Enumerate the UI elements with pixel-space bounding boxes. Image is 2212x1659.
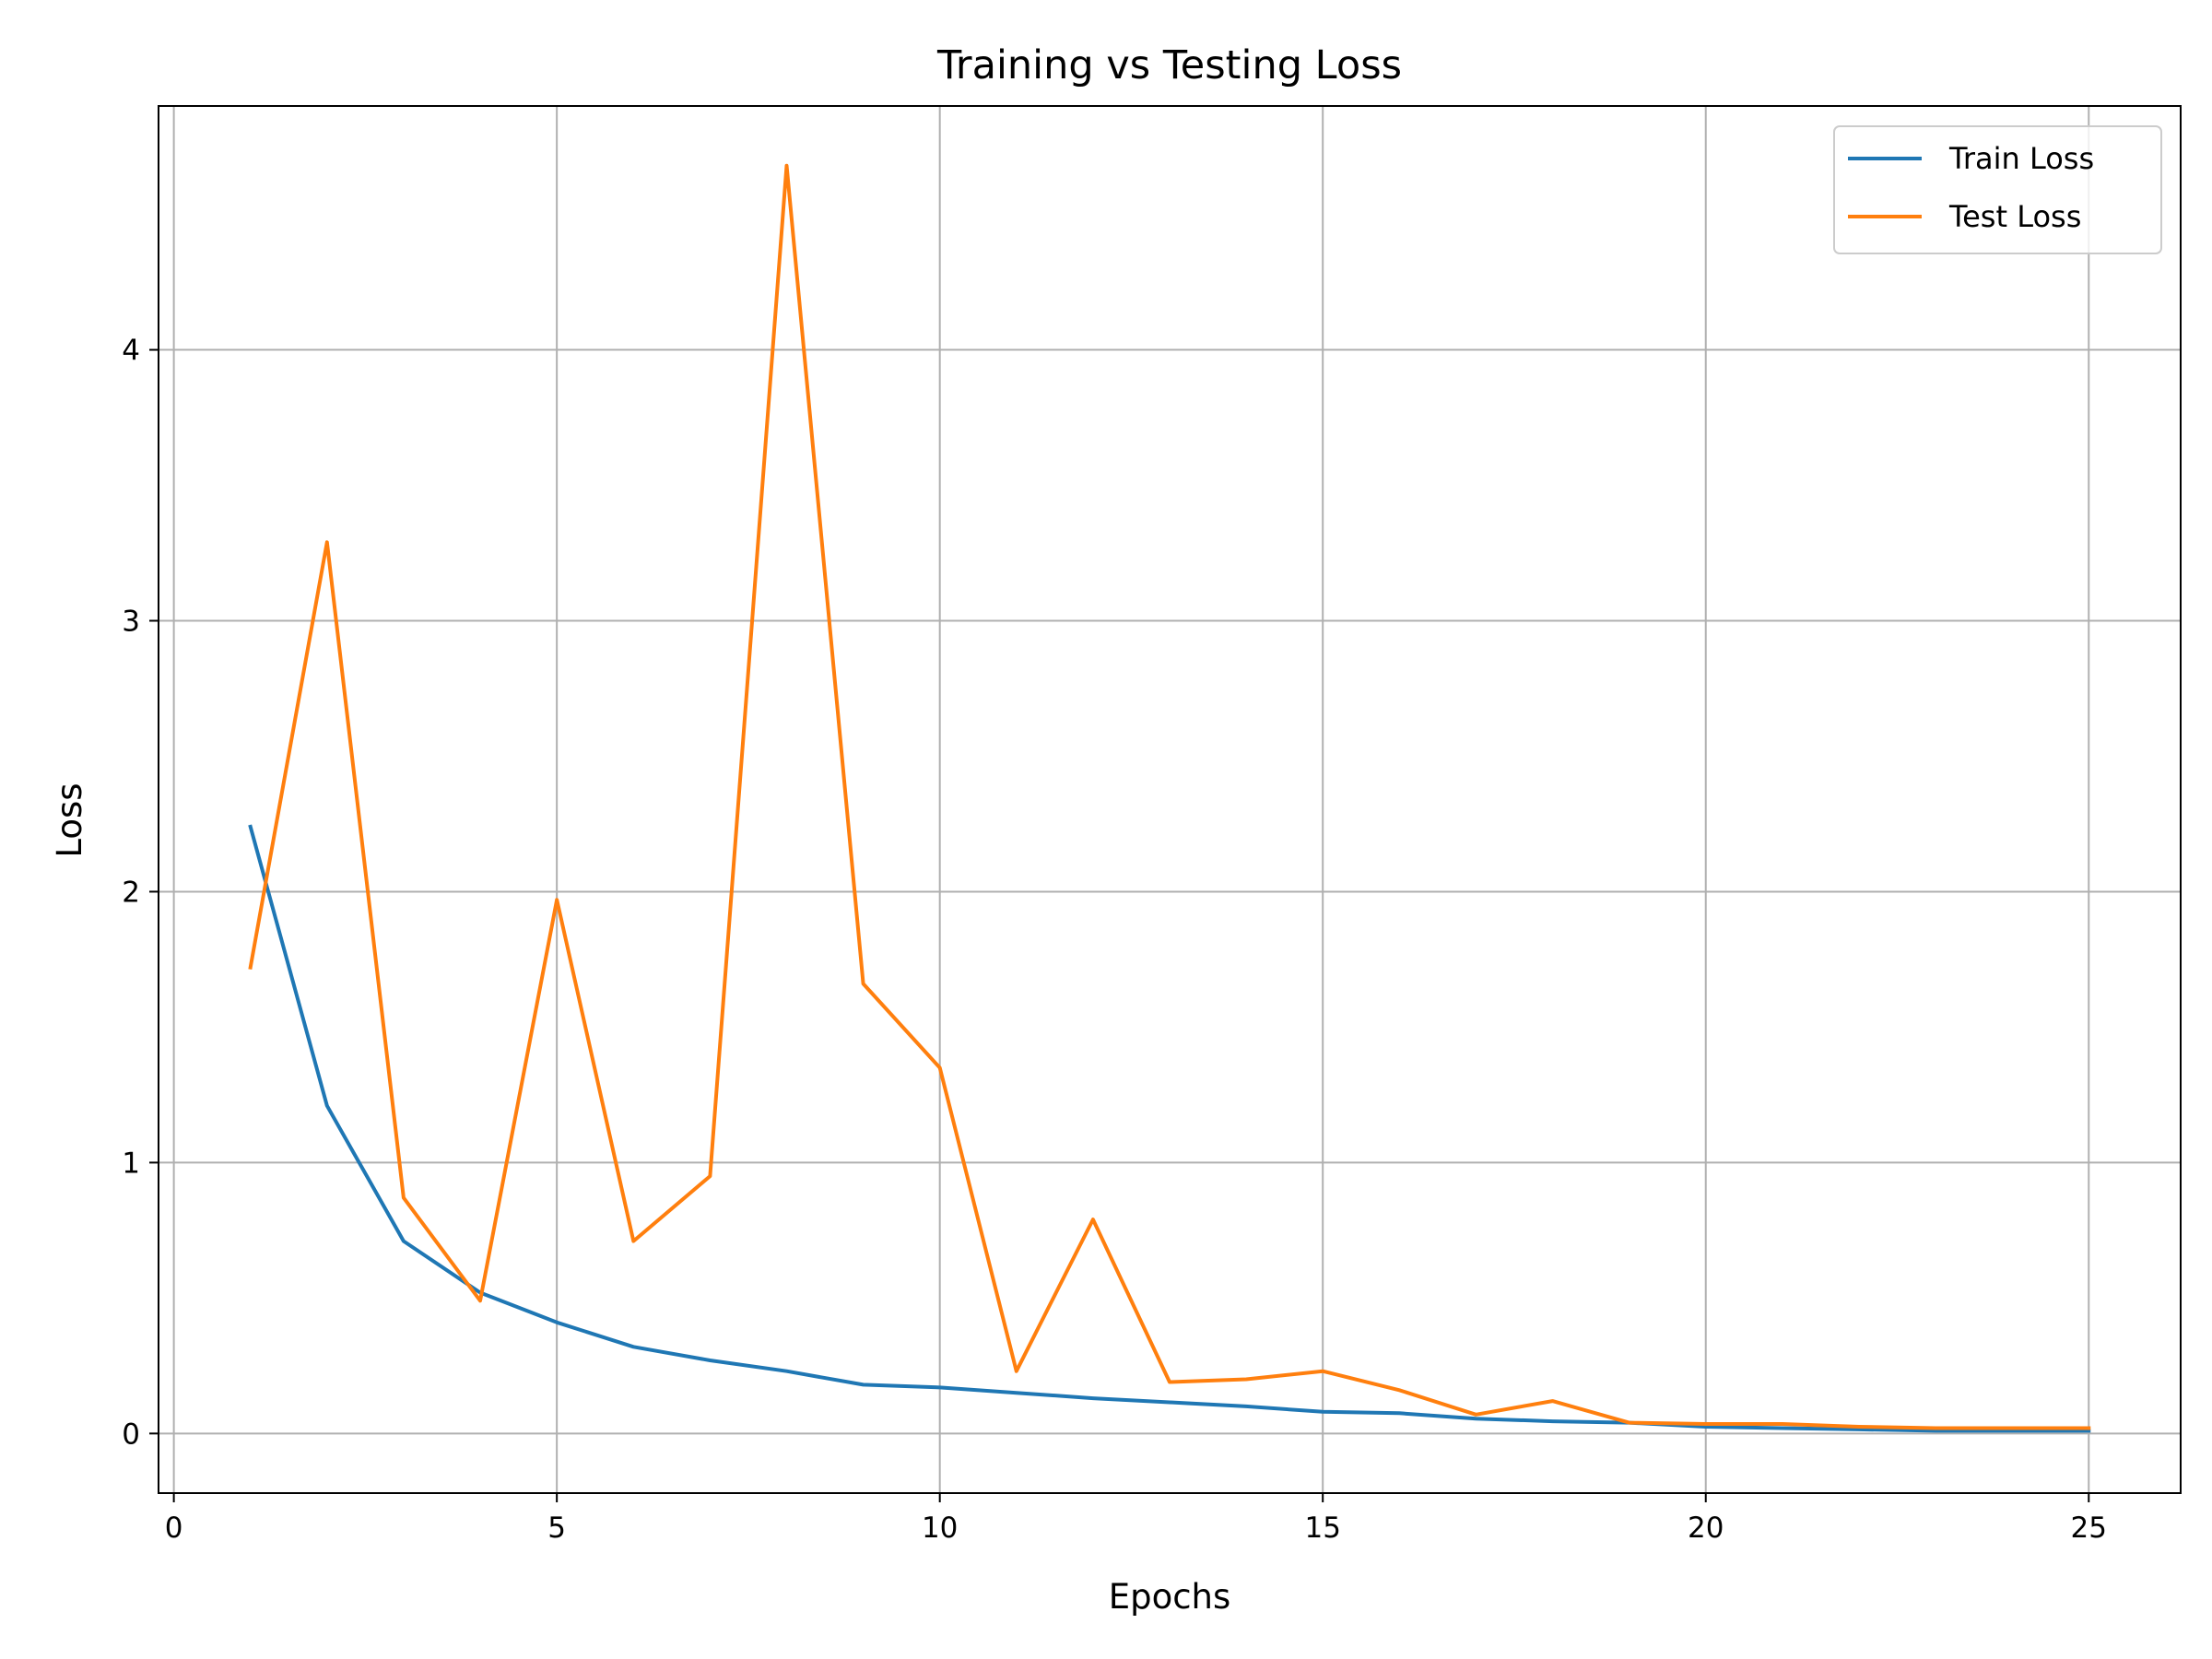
axis-ticks: 0 5 10 15 20 25 0 1 2 3 4 — [122, 335, 2107, 1545]
y-axis-label: Loss — [50, 782, 89, 857]
legend-label: Train Loss — [1948, 141, 2094, 176]
x-tick-label: 20 — [1688, 1512, 1724, 1545]
plot-frame — [158, 105, 2182, 1494]
y-tick-label: 2 — [122, 876, 140, 909]
x-tick-label: 15 — [1304, 1512, 1340, 1545]
x-tick-label: 5 — [547, 1512, 566, 1545]
series-lines — [248, 163, 2091, 1433]
y-tick-label: 0 — [122, 1418, 140, 1451]
series-line-train-loss — [248, 824, 2091, 1433]
x-tick-label: 10 — [922, 1512, 958, 1545]
legend: Train Loss Test Loss — [1833, 125, 2162, 254]
chart-title: Training vs Testing Loss — [936, 42, 1402, 88]
y-tick-label: 3 — [122, 605, 140, 638]
series-line-test-loss — [248, 163, 2091, 1430]
grid-lines — [159, 106, 2181, 1493]
x-tick-label: 0 — [165, 1512, 183, 1545]
legend-label: Test Loss — [1948, 199, 2081, 234]
x-tick-label: 25 — [2071, 1512, 2107, 1545]
y-tick-label: 4 — [122, 335, 140, 368]
y-tick-label: 1 — [122, 1147, 140, 1180]
x-axis-label: Epochs — [1109, 1577, 1231, 1617]
